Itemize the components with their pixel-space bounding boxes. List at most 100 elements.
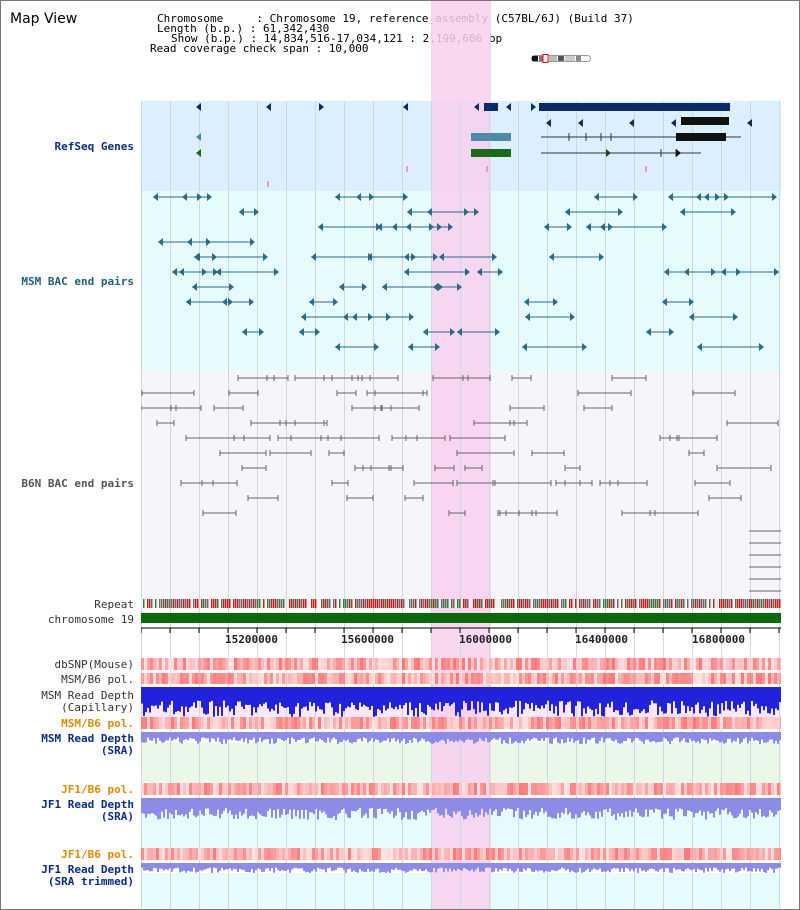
depth-bar <box>313 798 315 815</box>
repeat-mark <box>317 599 319 608</box>
depth-bar <box>307 798 309 820</box>
chromosome-ideogram[interactable] <box>531 54 591 63</box>
heat-cell <box>183 673 186 684</box>
heat-cell <box>522 783 525 795</box>
feature-arrow <box>582 343 587 351</box>
repeat-mark <box>437 599 439 608</box>
heat-cell <box>603 717 606 729</box>
depth-bar <box>507 798 509 809</box>
repeat-mark <box>641 599 643 608</box>
heat-cell <box>600 673 603 684</box>
heat-cell <box>639 717 642 729</box>
depth-bar <box>637 798 639 813</box>
depth-bar <box>269 798 271 809</box>
depth-bar <box>315 732 317 742</box>
heat-cell <box>339 717 342 729</box>
depth-bar <box>689 798 691 811</box>
depth-bar <box>575 732 577 742</box>
track-label-msm-depth-cap[interactable]: MSM Read Depth <box>41 689 134 702</box>
track-label-jf1-depth-trim[interactable]: JF1 Read Depth <box>41 863 134 876</box>
track-label-b6n-bac[interactable]: B6N BAC end pairs <box>21 477 134 490</box>
depth-bar <box>357 687 359 711</box>
feature-arrow <box>301 313 306 321</box>
depth-bar <box>553 798 555 819</box>
depth-bar <box>459 732 461 740</box>
heat-cell <box>237 673 240 684</box>
heat-cell <box>483 658 486 670</box>
depth-bar <box>285 863 287 872</box>
heat-cell <box>153 658 156 670</box>
heat-cell <box>282 673 285 684</box>
heat-cell <box>456 673 459 684</box>
repeat-mark <box>439 599 441 608</box>
track-label-msm-bac[interactable]: MSM BAC end pairs <box>21 275 134 288</box>
depth-bar <box>483 798 485 817</box>
track-label-refseq[interactable]: RefSeq Genes <box>54 140 134 153</box>
depth-bar <box>225 687 227 708</box>
depth-bar <box>541 863 543 871</box>
repeat-mark <box>205 599 207 608</box>
heat-cell <box>585 783 588 795</box>
heat-cell <box>243 673 246 684</box>
heat-cell <box>750 717 753 729</box>
depth-bar <box>399 863 401 870</box>
heat-cell <box>204 848 207 860</box>
heat-cell <box>315 658 318 670</box>
track-label-msm-b6-pol[interactable]: MSM/B6 pol. <box>61 673 134 686</box>
repeat-mark <box>769 599 771 608</box>
heat-cell <box>363 658 366 670</box>
depth-bar <box>283 798 285 809</box>
track-canvas[interactable] <box>141 1 781 909</box>
depth-bar <box>363 798 365 816</box>
track-label-msm-b6-pol-sra[interactable]: MSM/B6 pol. <box>61 717 134 730</box>
repeat-mark <box>561 599 563 608</box>
depth-bar <box>323 863 325 870</box>
feature-arrow <box>242 328 247 336</box>
heat-cell <box>405 783 408 795</box>
depth-bar <box>245 687 247 705</box>
heat-cell <box>327 783 330 795</box>
depth-bar <box>561 732 563 740</box>
depth-bar <box>677 687 679 715</box>
heat-cell <box>195 783 198 795</box>
track-label-dbsnp[interactable]: dbSNP(Mouse) <box>54 658 134 671</box>
heat-cell <box>765 848 768 860</box>
track-label-jf1-depth[interactable]: JF1 Read Depth <box>41 798 134 811</box>
feature-arrow <box>747 119 752 127</box>
repeat-mark <box>215 599 217 608</box>
depth-bar <box>557 687 559 716</box>
repeat-mark <box>565 599 567 608</box>
heat-cell <box>261 673 264 684</box>
track-label-msm-depth-sra[interactable]: MSM Read Depth <box>41 732 134 745</box>
heat-cell <box>780 783 781 795</box>
depth-bar <box>589 732 591 741</box>
depth-bar <box>297 687 299 704</box>
heat-cell <box>705 717 708 729</box>
repeat-mark <box>387 599 389 608</box>
track-label-repeat[interactable]: Repeat <box>94 598 134 611</box>
heat-cell <box>201 658 204 670</box>
heat-cell <box>480 658 483 670</box>
depth-bar <box>447 732 449 739</box>
heat-cell <box>441 658 444 670</box>
heat-cell <box>243 783 246 795</box>
depth-bar <box>141 863 143 868</box>
track-label-jf1-b6-pol-trim[interactable]: JF1/B6 pol. <box>61 848 134 861</box>
heat-cell <box>762 673 765 684</box>
genome-browser-plot[interactable] <box>141 1 781 909</box>
depth-bar <box>727 687 729 710</box>
depth-bar <box>199 732 201 742</box>
heat-cell <box>165 673 168 684</box>
track-label-jf1-b6-pol[interactable]: JF1/B6 pol. <box>61 783 134 796</box>
depth-bar <box>415 798 417 820</box>
heat-cell <box>729 783 732 795</box>
repeat-mark <box>445 599 447 608</box>
heat-cell <box>666 658 669 670</box>
repeat-mark <box>241 599 243 608</box>
heat-cell <box>372 848 375 860</box>
repeat-mark <box>253 599 255 608</box>
depth-bar <box>205 863 207 870</box>
repeat-mark <box>383 599 385 608</box>
depth-bar <box>721 732 723 742</box>
depth-bar <box>491 863 493 873</box>
